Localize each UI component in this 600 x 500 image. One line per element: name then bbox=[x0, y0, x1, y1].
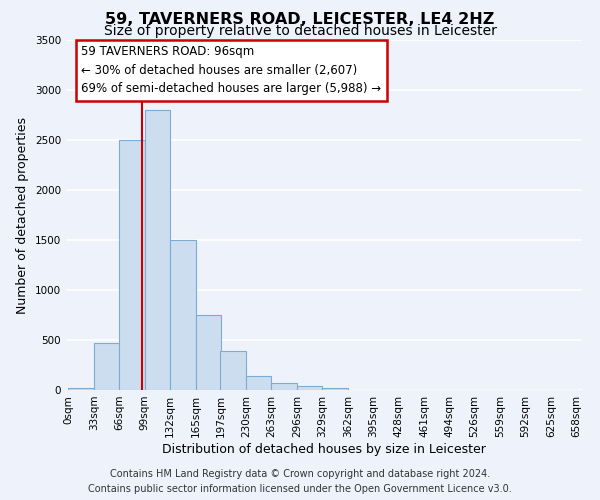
Text: Size of property relative to detached houses in Leicester: Size of property relative to detached ho… bbox=[104, 24, 496, 38]
Bar bbox=[246, 376, 271, 390]
Bar bbox=[170, 240, 196, 390]
Bar bbox=[68, 388, 94, 390]
Text: 59 TAVERNERS ROAD: 96sqm
← 30% of detached houses are smaller (2,607)
69% of sem: 59 TAVERNERS ROAD: 96sqm ← 30% of detach… bbox=[82, 46, 382, 95]
Bar bbox=[145, 110, 170, 390]
Bar bbox=[297, 386, 322, 390]
Bar bbox=[220, 351, 246, 390]
Y-axis label: Number of detached properties: Number of detached properties bbox=[16, 116, 29, 314]
Bar bbox=[94, 342, 119, 390]
X-axis label: Distribution of detached houses by size in Leicester: Distribution of detached houses by size … bbox=[162, 442, 486, 456]
Text: 59, TAVERNERS ROAD, LEICESTER, LE4 2HZ: 59, TAVERNERS ROAD, LEICESTER, LE4 2HZ bbox=[106, 12, 494, 28]
Bar bbox=[322, 388, 348, 390]
Bar bbox=[196, 315, 221, 390]
Bar bbox=[119, 140, 145, 390]
Text: Contains HM Land Registry data © Crown copyright and database right 2024.
Contai: Contains HM Land Registry data © Crown c… bbox=[88, 469, 512, 494]
Bar bbox=[271, 382, 297, 390]
